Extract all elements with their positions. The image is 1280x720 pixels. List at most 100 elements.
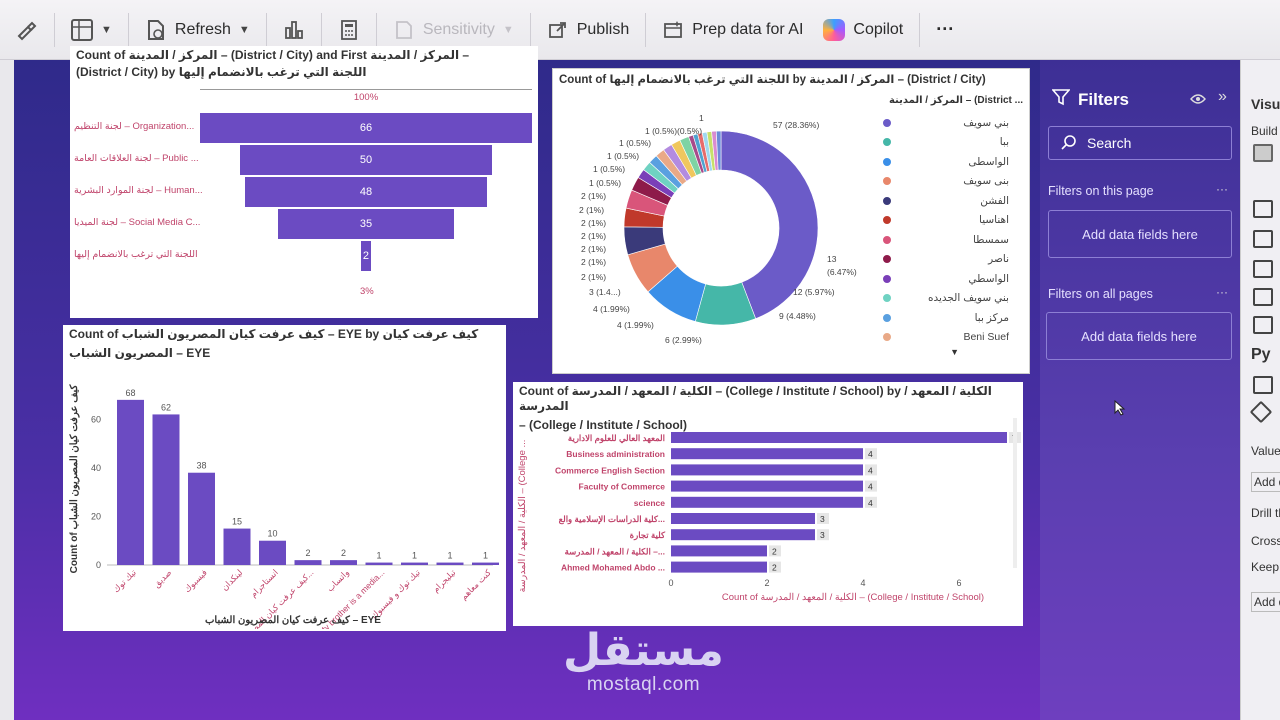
hbar-bar[interactable] xyxy=(671,480,863,492)
filters-header: Filters xyxy=(1051,88,1129,111)
refresh-button[interactable]: Refresh ▼ xyxy=(135,10,260,50)
filters-page-more-icon[interactable]: ··· xyxy=(1216,182,1228,196)
copilot-label: Copilot xyxy=(853,20,904,38)
viz-card-icon[interactable] xyxy=(1253,316,1273,334)
viz-python-label[interactable]: Py xyxy=(1251,346,1271,363)
viz-line-icon[interactable] xyxy=(1253,230,1273,248)
donut-chart[interactable]: 57 (28.36%) 13 (6.47%) 12 (5.97%) 9 (4.48%) 6… xyxy=(553,85,883,374)
column-bar[interactable] xyxy=(330,560,357,565)
hbar-chart[interactable]: المعهد العالي للعلوم الادارية7Business a… xyxy=(513,416,1023,626)
funnel-bar[interactable]: 66 xyxy=(200,113,532,143)
legend-item[interactable]: Beni Suef xyxy=(883,328,1023,348)
column-bar[interactable] xyxy=(117,399,144,565)
toolbar-separator xyxy=(320,12,322,47)
funnel-chart-card[interactable]: Count of المركز / المدينة – (District / … xyxy=(70,46,538,318)
legend-item[interactable]: بني سويف الجديده xyxy=(883,289,1023,309)
format-painter-button[interactable] xyxy=(6,10,48,50)
funnel-filter-icon xyxy=(1051,88,1071,111)
donut-slice[interactable] xyxy=(715,130,722,171)
column-bar[interactable] xyxy=(365,562,393,565)
legend-item[interactable]: مركز ببا xyxy=(883,308,1023,328)
hbar-bar[interactable] xyxy=(671,561,767,573)
filters-all-more-icon[interactable]: ··· xyxy=(1216,285,1228,299)
legend-item[interactable]: الواسطى xyxy=(883,152,1023,172)
hbar-bar[interactable] xyxy=(671,529,815,541)
filters-pane: Filters » Search Filters on this page ··… xyxy=(1040,60,1240,720)
legend-item[interactable]: بنى سويف xyxy=(883,172,1023,192)
column-chart[interactable]: 0 20 40 60 68 تيك توك 62 صديق 38 فيسبوك 15 لينكدان 1… xyxy=(63,359,506,629)
column-chart-card[interactable]: Count of كيف عرفت كيان المصريون الشباب –… xyxy=(63,325,506,631)
viz-add-drill[interactable]: Add dr xyxy=(1251,592,1280,612)
toolbar-separator xyxy=(375,12,377,47)
legend-item[interactable]: الفشن xyxy=(883,191,1023,211)
legend-item[interactable]: اهناسيا xyxy=(883,211,1023,231)
column-value-label: 2 xyxy=(305,548,310,558)
copilot-icon xyxy=(823,18,846,41)
hbar-value-label: 4 xyxy=(868,449,873,459)
column-bar[interactable] xyxy=(401,562,428,565)
hbar-bar[interactable] xyxy=(671,513,815,524)
funnel-bar[interactable]: 35 xyxy=(277,209,455,239)
viz-keep-label: Keep a xyxy=(1251,560,1280,574)
hbar-scrollbar[interactable] xyxy=(1013,418,1017,568)
column-bar[interactable] xyxy=(436,562,464,565)
all-pages-filter-drop-zone[interactable]: Add data fields here xyxy=(1046,312,1232,360)
viz-diamond-icon[interactable] xyxy=(1249,400,1273,424)
legend-dot xyxy=(883,333,891,342)
viz-matrix-icon[interactable] xyxy=(1253,288,1273,306)
viz-add-field[interactable]: Add d xyxy=(1251,472,1280,492)
viz-table-icon[interactable] xyxy=(1253,144,1273,162)
funnel-bar[interactable]: 50 xyxy=(240,145,492,175)
funnel-bar[interactable]: 48 xyxy=(245,177,487,207)
legend-dot xyxy=(883,118,891,127)
copilot-button[interactable]: Copilot xyxy=(813,10,913,50)
eye-icon[interactable] xyxy=(1190,92,1206,110)
left-pane-strip xyxy=(0,60,14,720)
donut-data-label: 12 (5.97%) xyxy=(793,287,835,297)
hbar-chart-card[interactable]: Count of الكلية / المعهد / المدرسة – (Co… xyxy=(513,382,1023,626)
table-view-button[interactable]: ▼ xyxy=(61,10,122,50)
column-bar[interactable] xyxy=(152,414,180,565)
viz-report-icon[interactable] xyxy=(1253,376,1273,394)
donut-chart-card[interactable]: Count of اللجنة التي ترغب بالانضمام إليه… xyxy=(552,68,1030,374)
legend-dot xyxy=(883,216,891,225)
viz-build-label: Build xyxy=(1251,124,1278,138)
column-bar[interactable] xyxy=(259,540,286,565)
collapse-pane-icon[interactable]: » xyxy=(1218,88,1227,105)
funnel-bar[interactable]: 2 xyxy=(360,241,372,271)
hbar-bar[interactable] xyxy=(671,496,863,508)
legend-item[interactable]: الواسطي xyxy=(883,269,1023,289)
column-category-label: فيسبوك xyxy=(182,567,210,595)
legend-dot xyxy=(883,157,891,166)
column-bar[interactable] xyxy=(472,562,499,565)
quick-measure-button[interactable] xyxy=(328,10,370,50)
legend-item[interactable]: سمسطا xyxy=(883,230,1023,250)
bar-chart-icon xyxy=(283,19,305,41)
legend-item[interactable]: ناصر xyxy=(883,250,1023,270)
donut-data-label: 9 (4.48%) xyxy=(779,311,816,321)
filters-search-input[interactable]: Search xyxy=(1048,126,1232,160)
column-bar[interactable] xyxy=(223,528,251,565)
prep-data-button[interactable]: Prep data for AI xyxy=(652,10,813,50)
publish-button[interactable]: Publish xyxy=(537,10,639,50)
legend-item[interactable]: بني سويف xyxy=(883,113,1023,133)
x-tick-label: 2 xyxy=(764,578,769,588)
hbar-bar[interactable] xyxy=(671,448,863,460)
viz-bar-icon[interactable] xyxy=(1253,200,1273,218)
sensitivity-icon xyxy=(393,19,415,41)
new-visual-button[interactable] xyxy=(273,10,315,50)
hbar-bar[interactable] xyxy=(671,545,767,557)
donut-slice[interactable] xyxy=(720,130,819,319)
more-options-button[interactable]: ··· xyxy=(936,19,955,39)
column-value-label: 62 xyxy=(161,402,171,412)
hbar-bar[interactable] xyxy=(671,464,863,476)
page-filter-drop-zone[interactable]: Add data fields here xyxy=(1048,210,1232,258)
hbar-bar[interactable] xyxy=(671,432,1007,443)
legend-scroll-down-icon[interactable]: ▼ xyxy=(950,347,959,357)
column-bar[interactable] xyxy=(294,560,322,565)
column-bar[interactable] xyxy=(188,472,215,565)
viz-map-icon[interactable] xyxy=(1253,260,1273,278)
sensitivity-button[interactable]: Sensitivity ▼ xyxy=(383,10,524,50)
x-tick-label: 0 xyxy=(668,578,673,588)
legend-item[interactable]: ببا xyxy=(883,133,1023,153)
